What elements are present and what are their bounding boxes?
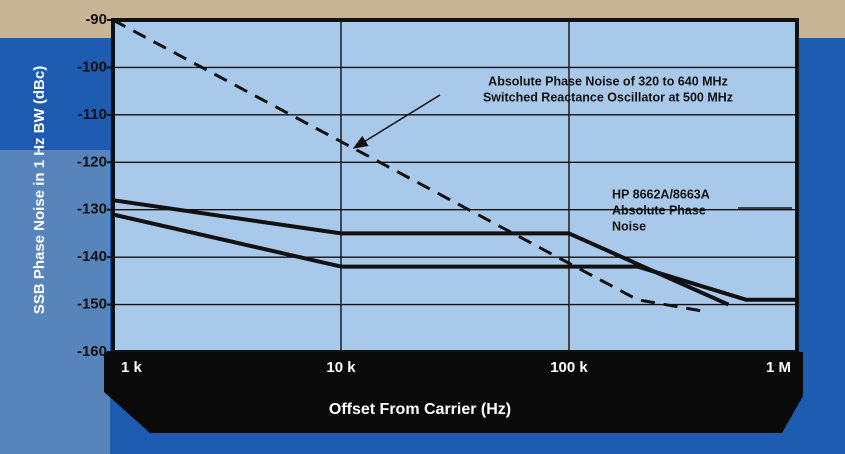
y-tick-label: -130 (77, 201, 107, 218)
y-tick-label: -90 (85, 11, 107, 28)
y-tick-label: -140 (77, 248, 107, 265)
y-tick-label: -110 (78, 106, 107, 123)
y-tick-label: -150 (77, 296, 107, 313)
annotation: Switched Reactance Oscillator at 500 MHz (483, 90, 733, 104)
annotation: Noise (612, 219, 646, 233)
annotation: Absolute Phase (612, 203, 706, 217)
y-tick-label: -120 (77, 153, 107, 170)
x-tick-label: 100 k (550, 359, 588, 376)
y-tick-label: -100 (77, 58, 107, 75)
x-tick-label: 1 k (121, 359, 143, 376)
y-tick-label: -160 (77, 343, 107, 360)
x-axis-label: Offset From Carrier (Hz) (329, 401, 511, 418)
y-axis-label: SSB Phase Noise in 1 Hz BW (dBc) (31, 66, 48, 314)
x-tick-label: 10 k (326, 359, 356, 376)
annotation-arrow (352, 94, 441, 149)
series-line (112, 212, 797, 302)
annotation: HP 8662A/8663A (612, 187, 710, 201)
x-tick-label: 1 M (766, 359, 791, 376)
left-band (0, 150, 110, 454)
x-axis-band (104, 352, 803, 433)
annotation: Absolute Phase Noise of 320 to 640 MHz (488, 74, 728, 88)
plot-area (113, 20, 797, 352)
